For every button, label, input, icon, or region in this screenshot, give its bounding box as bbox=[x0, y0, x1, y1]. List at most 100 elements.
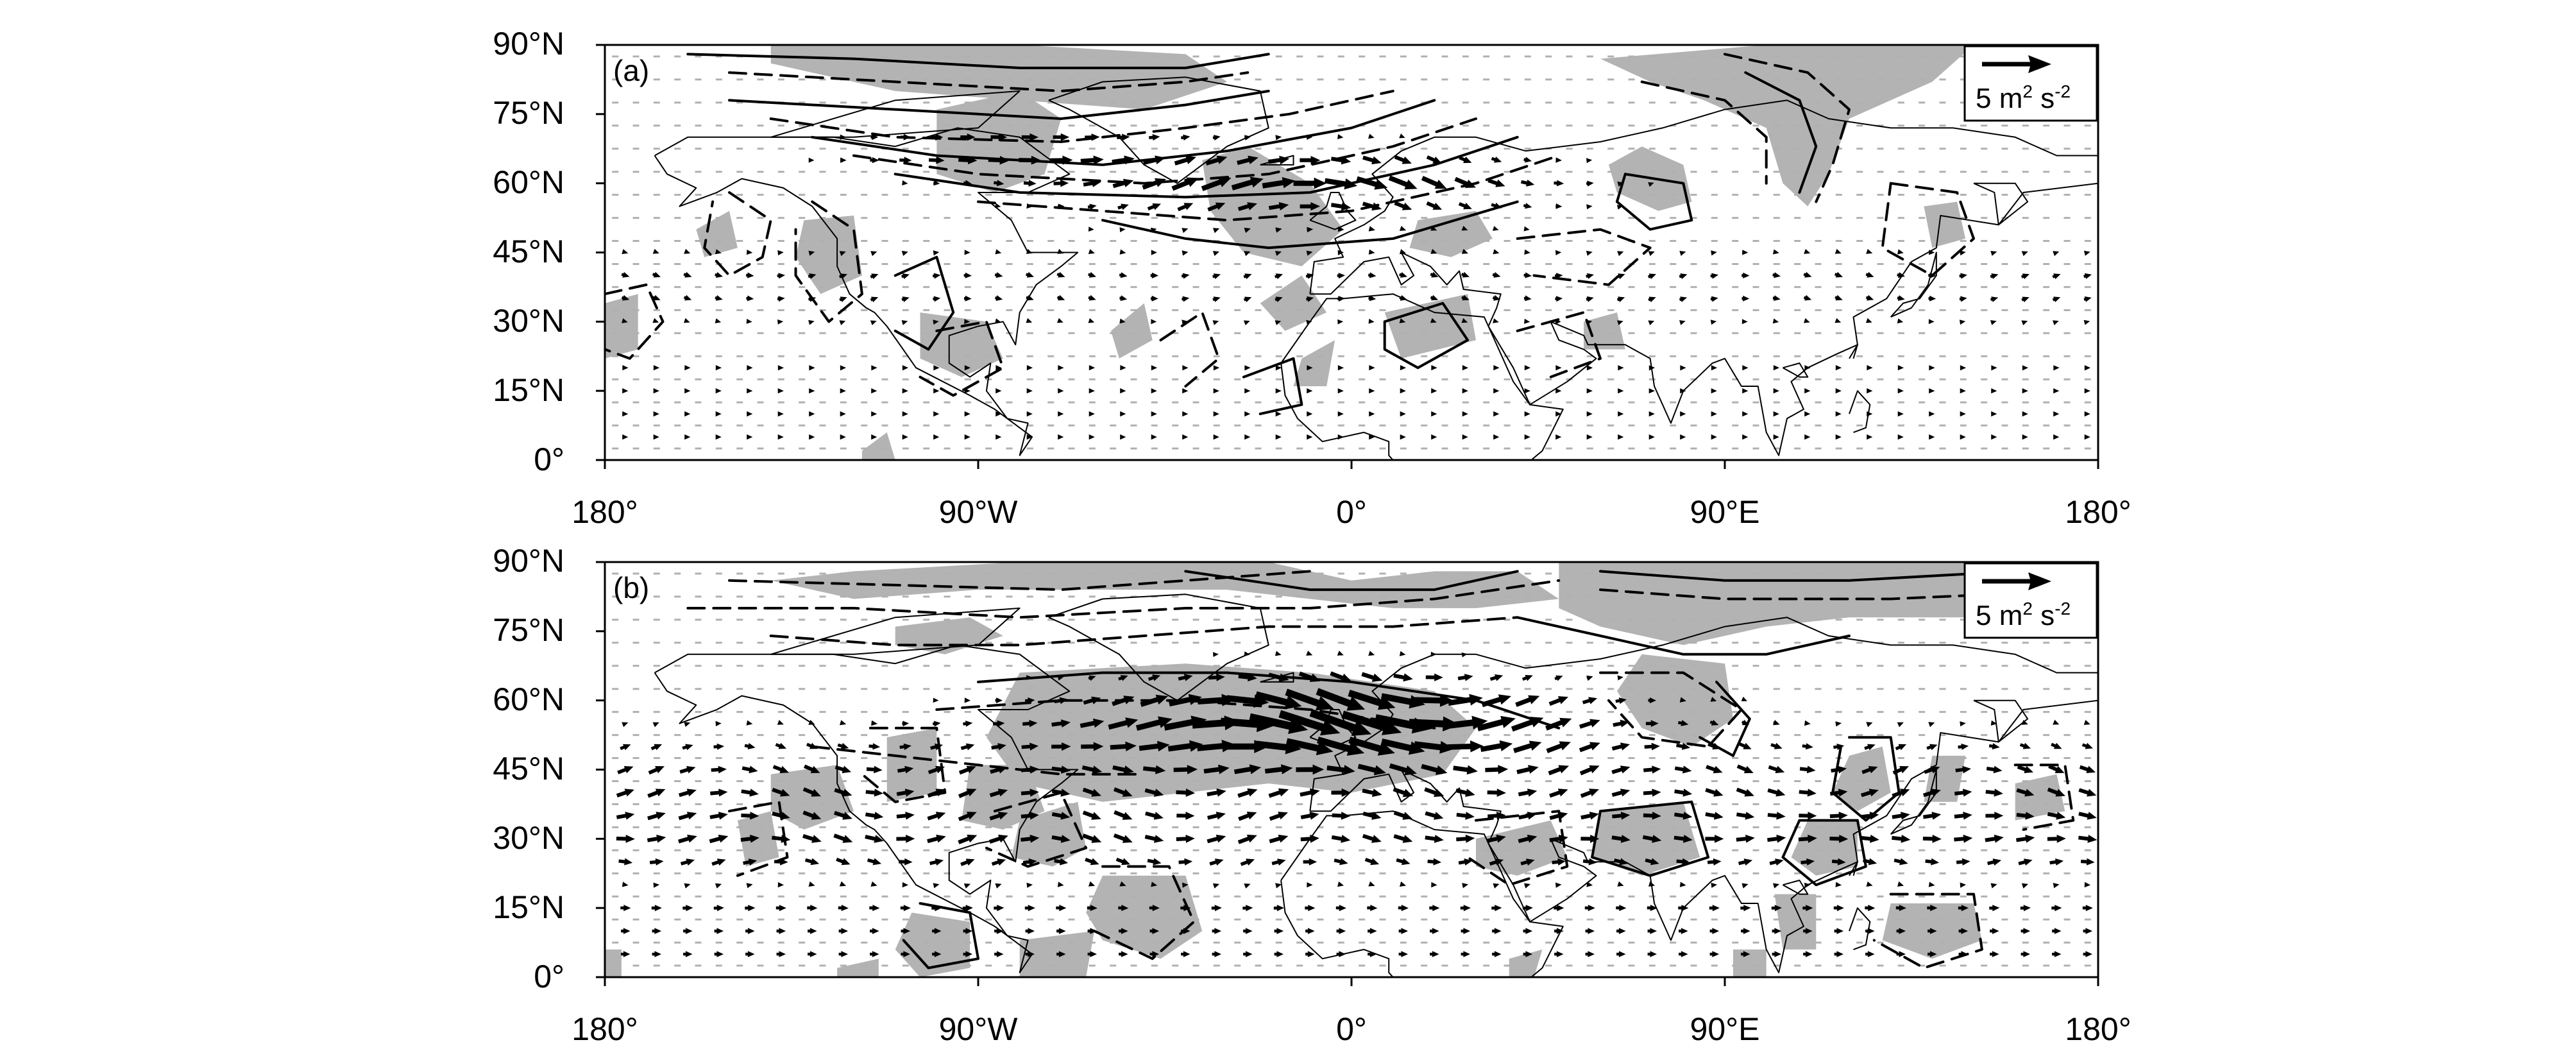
wave-activity-arrow bbox=[1393, 787, 1414, 798]
wave-activity-arrow bbox=[1212, 296, 1221, 302]
wave-activity-arrow bbox=[1613, 858, 1629, 866]
wave-activity-arrow bbox=[652, 951, 661, 957]
wave-activity-arrow bbox=[776, 951, 786, 957]
wave-activity-arrow bbox=[932, 951, 942, 957]
wave-activity-arrow bbox=[996, 411, 1002, 417]
wave-activity-arrow bbox=[1021, 834, 1040, 843]
wave-activity-arrow bbox=[1582, 697, 1598, 704]
wave-activity-arrow bbox=[2084, 388, 2090, 394]
wave-activity-arrow bbox=[839, 296, 847, 302]
wave-activity-arrow bbox=[1960, 250, 1966, 256]
wave-activity-arrow bbox=[929, 156, 945, 164]
wave-activity-arrow bbox=[2022, 365, 2029, 371]
wave-activity-arrow bbox=[963, 928, 973, 934]
panel-b-lon-tick-label: 180° bbox=[572, 1011, 638, 1047]
wave-activity-arrow bbox=[1112, 155, 1135, 165]
wave-activity-arrow bbox=[964, 250, 970, 255]
wave-activity-arrow bbox=[1169, 694, 1202, 707]
coastline bbox=[1783, 363, 1809, 378]
wave-activity-arrow bbox=[989, 789, 1008, 798]
svg-text:30°N: 30°N bbox=[493, 303, 564, 339]
wave-activity-arrow bbox=[1586, 320, 1593, 325]
wave-activity-arrow bbox=[1143, 155, 1165, 165]
wave-activity-arrow bbox=[1368, 295, 1377, 302]
significance-region bbox=[1384, 294, 1476, 359]
wave-activity-arrow bbox=[963, 272, 972, 278]
wave-activity-arrow bbox=[994, 272, 1003, 278]
wave-activity-arrow bbox=[678, 834, 697, 844]
wave-activity-arrow bbox=[1829, 835, 1849, 843]
wave-activity-arrow bbox=[1927, 905, 1938, 912]
wave-activity-arrow bbox=[2019, 742, 2031, 749]
wave-activity-arrow bbox=[2053, 434, 2060, 440]
wave-activity-arrow bbox=[715, 434, 722, 440]
wave-activity-arrow bbox=[869, 743, 881, 750]
wave-activity-arrow bbox=[715, 249, 722, 255]
wave-activity-arrow bbox=[1317, 737, 1365, 756]
wave-activity-arrow bbox=[1049, 155, 1073, 165]
wave-activity-arrow bbox=[840, 157, 847, 163]
wave-activity-arrow bbox=[1213, 652, 1219, 657]
positive-contour bbox=[1242, 357, 1303, 416]
wave-activity-arrow bbox=[1896, 951, 1906, 957]
wave-activity-arrow bbox=[1679, 320, 1686, 325]
wave-activity-arrow bbox=[930, 743, 943, 751]
wave-activity-arrow bbox=[1026, 411, 1033, 417]
wave-activity-arrow bbox=[1414, 740, 1455, 754]
wave-activity-arrow bbox=[1275, 320, 1282, 325]
wave-activity-arrow bbox=[1212, 135, 1221, 141]
wave-activity-arrow bbox=[1897, 722, 1904, 728]
wave-activity-arrow bbox=[1954, 834, 1973, 843]
wave-activity-arrow bbox=[1208, 673, 1225, 681]
wave-activity-arrow bbox=[933, 883, 940, 889]
wave-activity-arrow bbox=[744, 743, 756, 749]
wave-activity-arrow bbox=[1991, 434, 1997, 440]
coastline bbox=[1048, 76, 1269, 184]
wave-activity-arrow bbox=[1835, 721, 1842, 727]
wave-activity-arrow bbox=[807, 905, 818, 912]
wave-activity-arrow bbox=[901, 273, 910, 279]
negative-contour bbox=[1516, 311, 1602, 379]
wave-activity-arrow bbox=[1804, 249, 1811, 254]
wave-activity-arrow bbox=[1113, 833, 1133, 843]
wave-activity-arrow bbox=[1307, 434, 1313, 440]
wave-activity-arrow bbox=[1243, 951, 1253, 957]
wave-activity-arrow bbox=[1081, 765, 1103, 774]
wave-activity-arrow bbox=[1305, 928, 1315, 934]
wave-activity-arrow bbox=[1332, 812, 1350, 820]
wave-activity-arrow bbox=[1425, 835, 1444, 843]
wave-activity-arrow bbox=[1024, 697, 1035, 704]
wave-activity-arrow bbox=[1398, 905, 1409, 912]
wave-activity-arrow bbox=[1741, 272, 1750, 278]
wave-activity-arrow bbox=[715, 388, 722, 394]
wave-activity-arrow bbox=[1458, 202, 1472, 210]
wave-activity-arrow bbox=[1804, 365, 1811, 371]
wave-activity-arrow bbox=[1337, 651, 1344, 656]
wave-activity-arrow bbox=[840, 388, 846, 394]
wave-activity-arrow bbox=[1167, 740, 1203, 752]
wave-activity-arrow bbox=[1119, 295, 1128, 302]
wave-activity-arrow bbox=[1058, 365, 1064, 371]
wave-activity-arrow bbox=[1867, 411, 1873, 417]
wave-activity-arrow bbox=[1337, 434, 1344, 440]
wave-activity-arrow bbox=[746, 250, 753, 255]
wave-activity-arrow bbox=[960, 743, 975, 751]
svg-text:90°N: 90°N bbox=[493, 543, 564, 579]
wave-activity-arrow bbox=[1861, 812, 1879, 820]
wave-activity-arrow bbox=[620, 744, 631, 751]
wave-activity-arrow bbox=[1120, 434, 1126, 440]
wave-activity-arrow bbox=[870, 881, 877, 887]
wave-activity-arrow bbox=[1244, 883, 1251, 889]
wave-activity-arrow bbox=[1991, 365, 1997, 371]
wave-activity-arrow bbox=[680, 858, 695, 866]
wave-activity-arrow bbox=[1148, 674, 1161, 681]
wave-activity-arrow bbox=[1461, 271, 1470, 278]
wave-activity-arrow bbox=[1647, 905, 1657, 911]
wave-activity-arrow bbox=[902, 388, 908, 394]
wave-activity-arrow bbox=[963, 883, 971, 889]
wave-activity-arrow bbox=[1738, 858, 1753, 866]
wave-activity-arrow bbox=[1524, 318, 1530, 324]
wave-activity-arrow bbox=[683, 294, 692, 301]
wave-activity-arrow bbox=[1481, 694, 1511, 708]
wave-activity-arrow bbox=[1244, 227, 1251, 234]
